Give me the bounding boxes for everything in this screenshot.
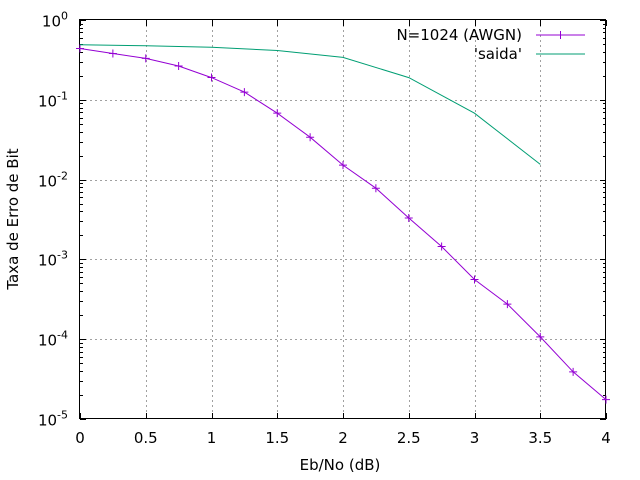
y-tick-label: 100: [42, 10, 68, 31]
data-point: [339, 161, 347, 170]
data-point: [470, 275, 479, 284]
data-point: [569, 367, 578, 376]
x-tick-label: 2: [338, 429, 348, 447]
legend-marker: [556, 31, 565, 39]
plot-frame: [79, 19, 606, 419]
series-2: [79, 44, 541, 165]
y-tick-label: 10-3: [38, 249, 68, 270]
data-point: [207, 73, 216, 82]
x-tick-label: 1.5: [265, 429, 289, 447]
series-1: [76, 44, 610, 404]
x-tick-label: 4: [601, 429, 611, 447]
data-point: [141, 54, 150, 63]
y-tick-label: 10-1: [38, 90, 68, 111]
data-point: [273, 109, 282, 118]
data-point: [174, 62, 183, 71]
x-axis-title: Eb/No (dB): [300, 456, 381, 474]
x-tick-label: 0.5: [134, 429, 158, 447]
data-point: [602, 395, 610, 404]
data-point: [108, 49, 117, 58]
data-point: [76, 44, 84, 53]
x-tick-label: 3.5: [528, 429, 552, 447]
grid-layer: [80, 20, 606, 419]
data-point: [306, 133, 315, 142]
y-tick-label: 10-4: [38, 329, 68, 350]
data-point: [404, 214, 413, 223]
legend: N=1024 (AWGN)'saida': [396, 26, 585, 63]
y-axis-title: Taxa de Erro de Bit: [4, 148, 22, 290]
data-point: [437, 242, 446, 251]
data-point: [536, 332, 545, 341]
data-point: [503, 300, 512, 309]
x-tick-label: 2.5: [397, 429, 421, 447]
legend-label: N=1024 (AWGN): [396, 26, 522, 44]
data-point: [371, 184, 380, 193]
x-tick-label: 1: [207, 429, 217, 447]
series-line: [79, 44, 541, 165]
x-tick-label: 3: [470, 429, 480, 447]
tick-layer: 0 0.5 1 1.5 2 2.5 3 3.5 4 100 10-1 10-2 10-3 10-4 10-5: [38, 10, 611, 448]
series-layer: [76, 44, 610, 404]
x-tick-label: 0: [75, 429, 85, 447]
legend-label: 'saida': [474, 45, 522, 63]
data-point: [240, 88, 249, 97]
y-tick-label: 10-5: [38, 409, 68, 430]
y-tick-label: 10-2: [38, 170, 68, 191]
